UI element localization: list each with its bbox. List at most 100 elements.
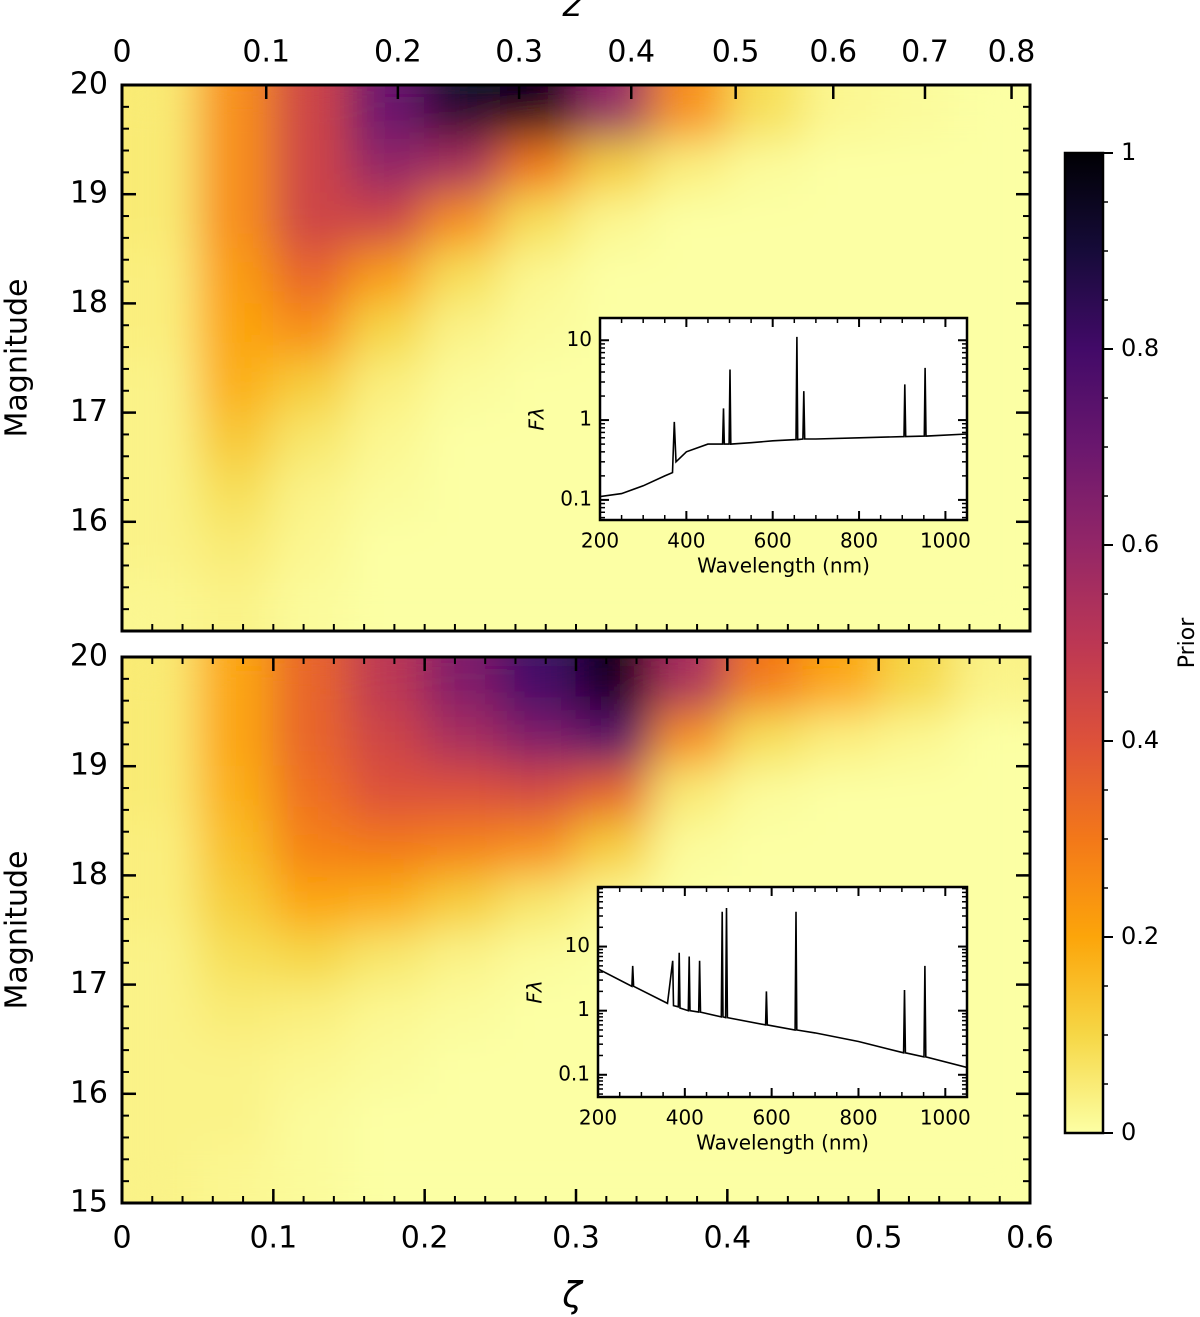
heatmap-cell (424, 711, 501, 767)
heatmap-cell (122, 929, 199, 986)
heatmap-cell (575, 193, 653, 250)
heatmap-cell (878, 575, 955, 631)
heatmap-cell (197, 357, 274, 414)
x-tick-label: 1000 (920, 529, 971, 553)
heatmap-cell (122, 711, 199, 767)
heatmap-cell (424, 657, 501, 713)
heatmap-cell (348, 139, 426, 195)
heatmap-cell (726, 521, 804, 577)
x-tick-label: 0 (112, 1221, 131, 1256)
heatmap-cell (122, 874, 199, 931)
heatmap-cell (197, 929, 274, 986)
y-tick-label: 0.1 (560, 486, 592, 510)
heatmap-cell (953, 139, 1030, 195)
heatmap-cell (348, 412, 426, 468)
heatmap-cell (499, 357, 577, 414)
heatmap-cell (575, 139, 653, 195)
y-axis-label: Magnitude (0, 851, 35, 1010)
heatmap-cell (197, 466, 274, 523)
x-tick-label: 0.3 (552, 1221, 600, 1256)
heatmap-cell (272, 1093, 350, 1149)
heatmap-cell (575, 657, 653, 713)
x-axis-label: Wavelength (nm) (696, 1131, 869, 1155)
heatmap-cell (499, 820, 577, 876)
heatmap-cell (726, 248, 804, 304)
y-tick-label: 17 (70, 966, 108, 1001)
heatmap-cell (651, 193, 728, 250)
heatmap-cell (348, 1147, 426, 1203)
heatmap-cell (424, 575, 501, 631)
heatmap-cell (424, 521, 501, 577)
heatmap-cell (651, 575, 728, 631)
x-tick-label: 200 (579, 1106, 617, 1130)
heatmap-cell (878, 1093, 955, 1149)
heatmap-cell (499, 1147, 577, 1203)
heatmap-cell (348, 1093, 426, 1149)
heatmap-cell (197, 711, 274, 767)
heatmap-cell (575, 711, 653, 767)
heatmap-cell (348, 85, 426, 141)
heatmap-cell (802, 820, 880, 876)
heatmap-cell (197, 1038, 274, 1095)
heatmap-cell (122, 575, 199, 631)
x-tick-label: 0.2 (401, 1221, 449, 1256)
x2-tick-label: 0.6 (809, 35, 857, 70)
heatmap-cell (651, 521, 728, 577)
x2-tick-label: 0.8 (988, 35, 1036, 70)
heatmap-cell (953, 820, 1030, 876)
heatmap-cell (499, 193, 577, 250)
heatmap-cell (272, 248, 350, 304)
heatmap-cell (651, 657, 728, 713)
x2-tick-label: 0 (112, 35, 131, 70)
heatmap-cell (348, 657, 426, 713)
x2-tick-label: 0.1 (242, 35, 290, 70)
colorbar-tick-label: 1 (1121, 138, 1136, 166)
heatmap-cell (272, 575, 350, 631)
heatmap-cell (499, 657, 577, 713)
heatmap-cell (499, 248, 577, 304)
heatmap-cell (122, 302, 199, 359)
heatmap-cell (122, 521, 199, 577)
y-tick-label: 0.1 (558, 1061, 590, 1085)
y-tick-label: 19 (70, 176, 108, 211)
heatmap-cell (197, 193, 274, 250)
heatmap-cell (802, 248, 880, 304)
heatmap-cell (878, 139, 955, 195)
y-axis-label: Fλ (523, 980, 547, 1003)
colorbar-tick-label: 0.4 (1121, 726, 1159, 754)
heatmap-cell (575, 820, 653, 876)
heatmap-cell (424, 820, 501, 876)
heatmap-cell (272, 412, 350, 468)
heatmap-cell (726, 1147, 804, 1203)
heatmap-cell (424, 874, 501, 931)
heatmap-cell (424, 1093, 501, 1149)
heatmap-cell (953, 1093, 1030, 1149)
heatmap-cell (122, 85, 199, 141)
heatmap-cell (878, 1147, 955, 1203)
heatmap-cell (802, 85, 880, 141)
heatmap-cell (122, 820, 199, 876)
heatmap-cell (575, 765, 653, 822)
heatmap-cell (424, 765, 501, 822)
heatmap-cell (272, 466, 350, 523)
heatmap-cell (424, 929, 501, 986)
heatmap-cell (726, 139, 804, 195)
heatmap-cell (953, 575, 1030, 631)
x2-tick-label: 0.7 (901, 35, 949, 70)
heatmap-cell (651, 248, 728, 304)
heatmap-cell (424, 248, 501, 304)
heatmap-cell (802, 575, 880, 631)
heatmap-cell (122, 193, 199, 250)
heatmap-cell (197, 139, 274, 195)
y-tick-label: 20 (70, 67, 108, 102)
colorbar-tick-label: 0.2 (1121, 922, 1159, 950)
heatmap-cell (272, 874, 350, 931)
x-tick-label: 800 (839, 1106, 877, 1130)
heatmap-cell (197, 820, 274, 876)
heatmap-cell (348, 874, 426, 931)
heatmap-cell (348, 711, 426, 767)
heatmap-cell (726, 85, 804, 141)
heatmap-cell (802, 657, 880, 713)
heatmap-cell (424, 1038, 501, 1095)
